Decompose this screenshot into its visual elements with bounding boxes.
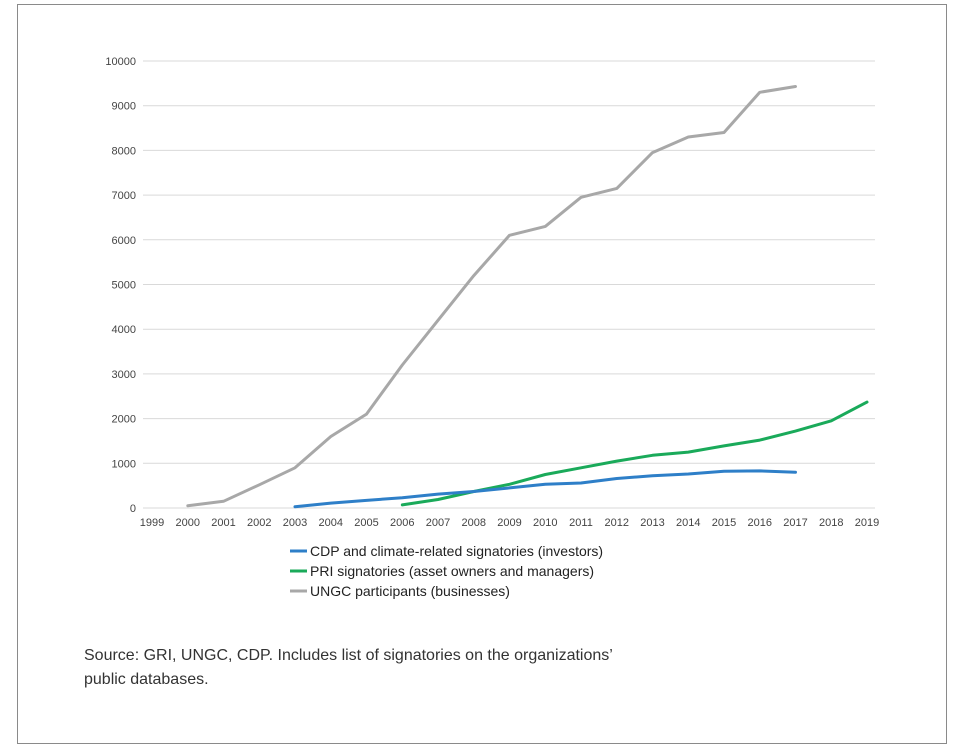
x-tick-label: 2002 — [247, 517, 271, 529]
x-tick-label: 2000 — [176, 517, 200, 529]
y-tick-label: 7000 — [112, 190, 136, 202]
caption-line-1: Source: GRI, UNGC, CDP. Includes list of… — [84, 647, 613, 664]
y-tick-label: 4000 — [112, 324, 136, 336]
series-lines — [186, 85, 869, 509]
x-tick-label: 2004 — [319, 517, 343, 529]
y-tick-label: 6000 — [112, 235, 136, 247]
series-line-2 — [400, 400, 869, 507]
y-tick-label: 8000 — [112, 145, 136, 157]
y-tick-label: 3000 — [112, 369, 136, 381]
x-tick-label: 2015 — [712, 517, 736, 529]
caption-line-2: public databases. — [84, 671, 209, 688]
series-line-1 — [293, 469, 797, 509]
x-tick-label: 2005 — [354, 517, 378, 529]
x-tick-label: 2003 — [283, 517, 307, 529]
x-tick-label: 2001 — [211, 517, 235, 529]
y-tick-label: 5000 — [112, 280, 136, 292]
y-tick-label: 0 — [130, 503, 136, 515]
x-tick-label: 2016 — [748, 517, 772, 529]
legend-label-3: UNGC participants (businesses) — [310, 583, 510, 599]
x-tick-label: 2010 — [533, 517, 557, 529]
x-tick-label: 1999 — [140, 517, 164, 529]
legend: CDP and climate-related signatories (inv… — [290, 543, 603, 599]
x-tick-label: 2008 — [462, 517, 486, 529]
legend-label-2: PRI signatories (asset owners and manage… — [310, 563, 594, 579]
x-tick-label: 2007 — [426, 517, 450, 529]
x-tick-label: 2013 — [640, 517, 664, 529]
y-tick-label: 2000 — [112, 414, 136, 426]
y-axis-tick-labels: 0 1000 2000 3000 4000 5000 6000 7000 8000 9000 100… — [105, 56, 136, 515]
x-tick-label: 2012 — [605, 517, 629, 529]
y-tick-label: 1000 — [112, 458, 136, 470]
series-line-3 — [186, 85, 797, 508]
x-tick-label: 2017 — [783, 517, 807, 529]
x-tick-label: 2019 — [855, 517, 879, 529]
gridlines — [143, 60, 875, 509]
x-tick-label: 2011 — [569, 517, 593, 529]
source-caption: Source: GRI, UNGC, CDP. Includes list of… — [84, 644, 804, 692]
legend-label-1: CDP and climate-related signatories (inv… — [310, 543, 603, 559]
x-tick-label: 2006 — [390, 517, 414, 529]
x-tick-label: 2014 — [676, 517, 700, 529]
x-tick-label: 2009 — [497, 517, 521, 529]
y-tick-label: 10000 — [105, 56, 136, 68]
x-tick-label: 2018 — [819, 517, 843, 529]
x-axis-tick-labels: 1999 2000 2001 2002 2003 2004 2005 2006 2007 2008… — [140, 517, 879, 529]
y-tick-label: 9000 — [112, 101, 136, 113]
line-chart: 0 1000 2000 3000 4000 5000 6000 7000 8000 9000 100… — [105, 56, 879, 599]
